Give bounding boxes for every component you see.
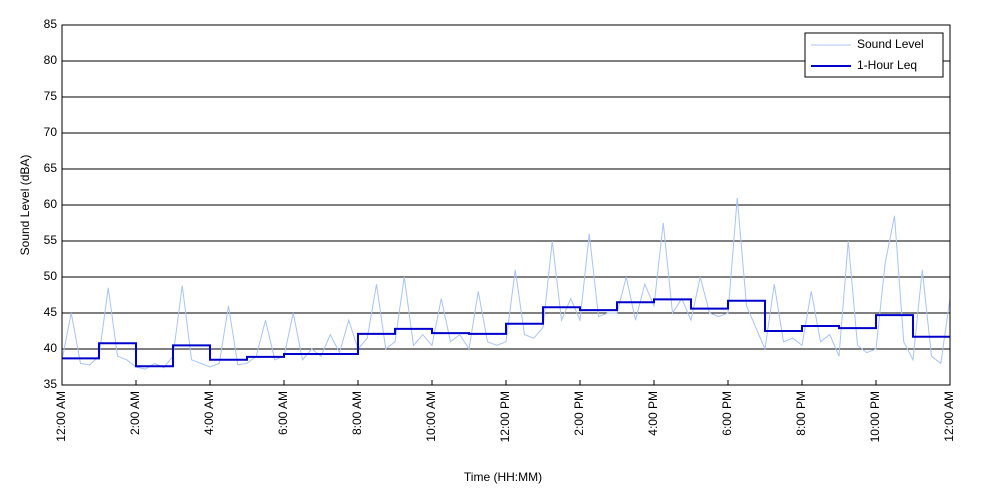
series-line xyxy=(61,197,951,370)
x-tick-label: 12:00 PM xyxy=(498,391,512,442)
y-tick-label: 65 xyxy=(44,161,58,175)
legend-label: 1-Hour Leq xyxy=(857,58,917,72)
x-tick-label: 12:00 AM xyxy=(54,391,68,442)
y-tick-label: 45 xyxy=(44,305,58,319)
x-tick-label: 10:00 PM xyxy=(868,391,882,442)
x-tick-label: 8:00 AM xyxy=(350,391,364,435)
y-tick-label: 55 xyxy=(44,233,58,247)
x-tick-label: 12:00 AM xyxy=(942,391,956,442)
plot-frame xyxy=(61,24,951,386)
x-tick-label: 8:00 PM xyxy=(794,391,808,436)
y-tick-label: 50 xyxy=(44,269,58,283)
legend-box xyxy=(804,32,944,78)
y-tick-label: 85 xyxy=(44,17,58,31)
x-axis-label: Time (HH:MM) xyxy=(464,470,542,484)
y-axis-label: Sound Level (dBA) xyxy=(18,155,32,256)
legend-label: Sound Level xyxy=(857,37,924,51)
x-tick-label: 6:00 AM xyxy=(276,391,290,435)
x-tick-label: 2:00 AM xyxy=(128,391,142,435)
y-tick-label: 75 xyxy=(44,89,58,103)
y-tick-label: 70 xyxy=(44,125,58,139)
x-tick-label: 4:00 AM xyxy=(202,391,216,435)
y-tick-label: 80 xyxy=(44,53,58,67)
x-tick-label: 4:00 PM xyxy=(646,391,660,436)
x-tick-label: 6:00 PM xyxy=(720,391,734,436)
series-line xyxy=(62,298,950,368)
y-tick-label: 40 xyxy=(44,341,58,355)
x-tick-label: 10:00 AM xyxy=(424,391,438,442)
y-tick-label: 60 xyxy=(44,197,58,211)
x-tick-label: 2:00 PM xyxy=(572,391,586,436)
y-tick-label: 35 xyxy=(44,377,58,391)
